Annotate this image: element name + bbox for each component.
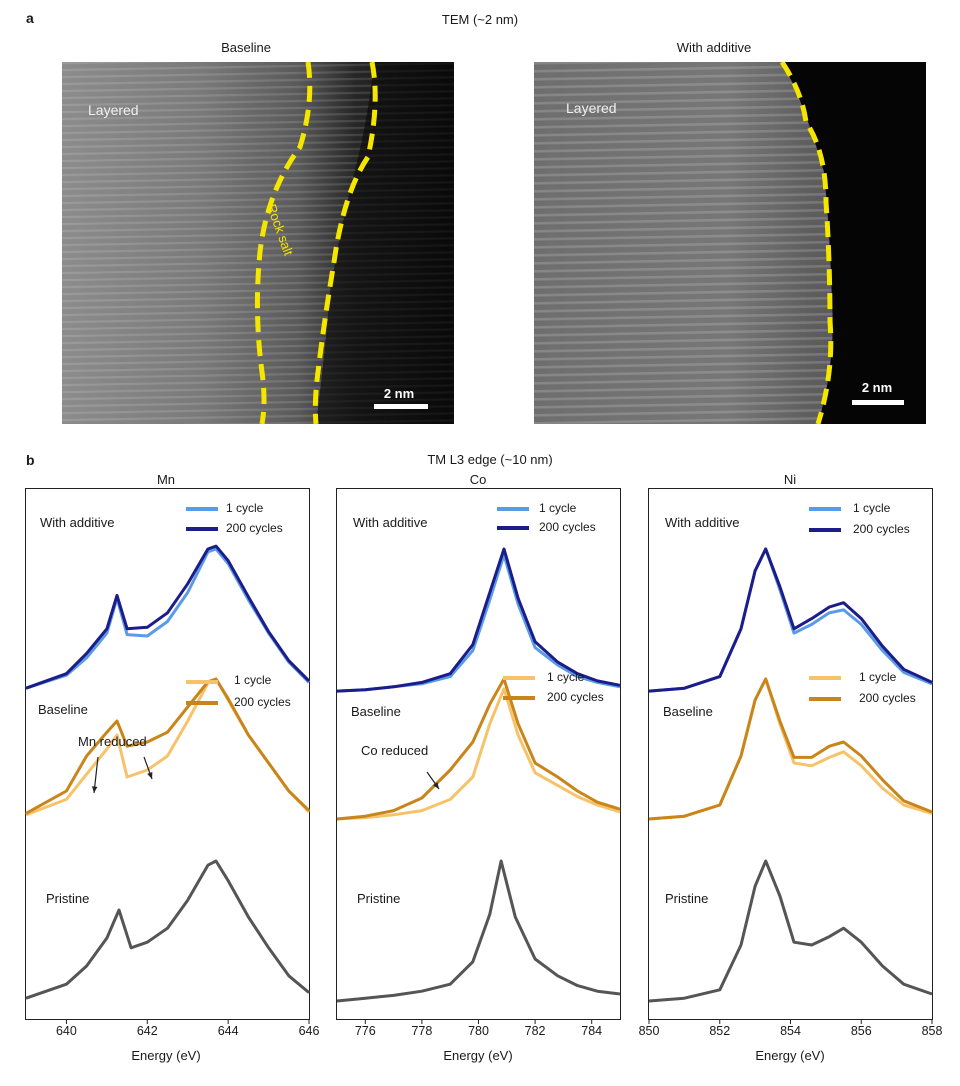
mn-series-1 — [25, 544, 311, 690]
panel-b-letter: b — [26, 452, 35, 468]
co-baseline-label: Baseline — [351, 704, 401, 719]
baseline-scale-label: 2 nm — [383, 386, 415, 401]
mn-legend-base-200-swatch — [186, 701, 218, 705]
co-with-additive-label: With additive — [353, 515, 428, 530]
additive-scale-bar — [852, 400, 904, 405]
plot-ni: With additive 1 cycle 200 cycles Baselin… — [648, 488, 933, 1024]
co-legend-with-1-label: 1 cycle — [539, 501, 577, 515]
ni-with-additive-label: With additive — [665, 515, 740, 530]
ni-legend-with-200-label: 200 cycles — [853, 522, 910, 536]
co-series-3 — [336, 677, 621, 821]
mn-series-0 — [25, 547, 311, 690]
co-legend-base-1-label: 1 cycle — [547, 670, 585, 684]
plot-mn: With additive 1 cycle 200 cycles Baselin… — [25, 488, 311, 1024]
co-legend-base-200-label: 200 cycles — [547, 690, 604, 704]
mn-pristine-label: Pristine — [46, 891, 90, 906]
ni-legend-base-200-label: 200 cycles — [859, 691, 916, 705]
ni-pristine-label: Pristine — [665, 891, 709, 906]
x-tick-label: 854 — [780, 1024, 801, 1038]
mn-xlabel: Energy (eV) — [131, 1048, 201, 1063]
ni-legend-with-1-swatch — [809, 507, 841, 511]
x-tick-label: 644 — [217, 1024, 239, 1038]
x-tick-label: 784 — [581, 1024, 603, 1038]
ni-legend-base-1-swatch — [809, 676, 841, 680]
x-tick-label: 776 — [354, 1024, 376, 1038]
mn-legend-base-200-label: 200 cycles — [234, 695, 291, 709]
tem-image-additive: Layered 2 nm — [534, 62, 926, 424]
baseline-scale-bar — [374, 404, 428, 409]
co-pristine-label: Pristine — [357, 891, 401, 906]
mn-legend-with-1-label: 1 cycle — [226, 501, 264, 515]
co-series-2 — [336, 687, 621, 821]
ni-legend-with-1-label: 1 cycle — [853, 501, 891, 515]
mn-legend-with-200-swatch — [186, 527, 218, 531]
ni-series-3 — [648, 677, 933, 821]
plot-mn-title: Mn — [156, 472, 176, 487]
plot-co: With additive 1 cycle 200 cycles Baselin… — [336, 488, 621, 1024]
tem-additive-caption: With additive — [676, 40, 752, 55]
mn-legend-base-1-swatch — [186, 680, 218, 684]
co-reduced-annotation: Co reduced — [361, 743, 429, 758]
ni-legend-with-200-swatch — [809, 528, 841, 532]
plot-ni-title: Ni — [783, 472, 797, 487]
mn-reduced-annotation: Mn reduced — [78, 734, 147, 749]
panel-a-letter: a — [26, 10, 34, 26]
co-legend-with-1-swatch — [497, 507, 529, 511]
annotation-arrowhead-0 — [92, 786, 98, 793]
x-tick-label: 778 — [411, 1024, 433, 1038]
mn-with-additive-label: With additive — [40, 515, 115, 530]
additive-scale-label: 2 nm — [861, 380, 893, 395]
x-tick-label: 852 — [709, 1024, 731, 1038]
mn-legend-base-1-label: 1 cycle — [234, 673, 272, 687]
co-legend-base-200-swatch — [503, 696, 535, 700]
x-tick-label: 858 — [921, 1024, 943, 1038]
panel-b-title: TM L3 edge (~10 nm) — [427, 452, 553, 467]
mn-baseline-label: Baseline — [38, 702, 88, 717]
plot-co-title: Co — [469, 472, 487, 487]
co-series-4 — [336, 859, 621, 1003]
mn-legend-with-1-swatch — [186, 507, 218, 511]
ni-legend-base-200-swatch — [809, 697, 841, 701]
x-tick-label: 850 — [638, 1024, 660, 1038]
baseline-layered-label: Layered — [88, 102, 139, 118]
x-tick-label: 782 — [524, 1024, 546, 1038]
annotation-arrowhead-1 — [147, 772, 153, 779]
x-tick-label: 856 — [850, 1024, 872, 1038]
x-tick-label: 642 — [136, 1024, 158, 1038]
ni-xlabel: Energy (eV) — [755, 1048, 825, 1063]
additive-layered-label: Layered — [566, 100, 617, 116]
annotation-arrowhead-0 — [433, 782, 439, 789]
mn-legend-with-200-label: 200 cycles — [226, 521, 283, 535]
co-legend-with-200-swatch — [497, 526, 529, 530]
x-tick-label: 646 — [298, 1024, 320, 1038]
co-xlabel: Energy (eV) — [443, 1048, 513, 1063]
co-series-1 — [336, 547, 621, 693]
ni-series-4 — [648, 859, 933, 1003]
mn-series-3 — [25, 677, 311, 815]
mn-series-4 — [25, 859, 310, 1000]
x-tick-label: 640 — [55, 1024, 77, 1038]
panel-a-title: TEM (~2 nm) — [441, 12, 519, 27]
co-legend-base-1-swatch — [503, 676, 535, 680]
tem-baseline-caption: Baseline — [221, 40, 271, 55]
ni-baseline-label: Baseline — [663, 704, 713, 719]
tem-image-baseline: Layered Rock salt 2 nm — [62, 62, 454, 424]
ni-series-1 — [648, 547, 933, 693]
ni-legend-base-1-label: 1 cycle — [859, 670, 897, 684]
x-tick-label: 780 — [468, 1024, 489, 1038]
co-legend-with-200-label: 200 cycles — [539, 520, 596, 534]
